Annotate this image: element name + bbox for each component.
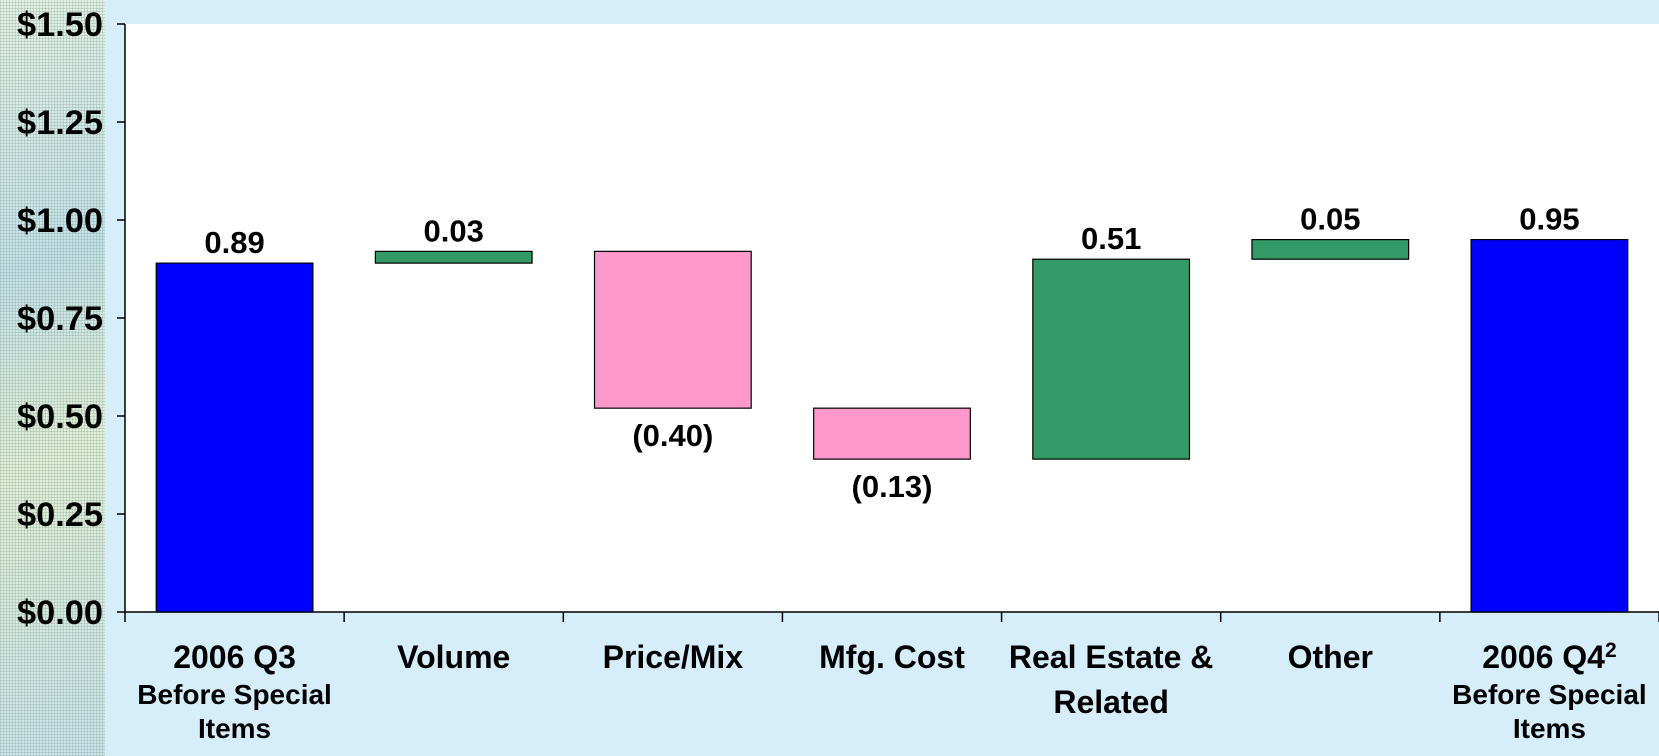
footnote-superscript: 2 — [1605, 639, 1617, 662]
category-label-2006-q3: 2006 Q3 — [173, 639, 296, 675]
data-label-real-estate-related: 0.51 — [1081, 221, 1141, 256]
y-tick-label: $1.50 — [17, 6, 103, 44]
category-label-2006-q4: 2006 Q42 — [1482, 639, 1616, 676]
category-label-other: Other — [1288, 639, 1373, 675]
data-label-price-mix: (0.40) — [632, 418, 713, 453]
category-label-mfg-cost: Mfg. Cost — [819, 639, 965, 675]
category-label-volume: Volume — [397, 639, 510, 675]
category-sublabel-2006-q4: Items — [1513, 713, 1586, 744]
y-axis: $0.00 $0.25 $0.50 $0.75 $1.00 $1.25 $1.50 — [17, 6, 126, 632]
bar-price-mix — [593, 250, 752, 409]
category-sublabel-2006-q4: Before Special — [1452, 679, 1647, 710]
bar-other — [1251, 239, 1410, 260]
category-label-price-mix: Price/Mix — [603, 639, 744, 675]
bars — [155, 239, 1629, 613]
y-tick-label: $1.25 — [17, 104, 103, 142]
y-tick-label: $0.50 — [17, 398, 103, 436]
decorative-texture-strip — [0, 0, 105, 756]
category-label-real-estate-related: Related — [1053, 684, 1169, 720]
data-labels: 0.89 0.03 (0.40) (0.13) 0.51 0.05 0.95 — [204, 202, 1579, 505]
bar-mfg-cost — [813, 407, 971, 460]
bar-2006-q3 — [155, 262, 314, 613]
y-tick-label: $0.75 — [17, 300, 103, 338]
data-label-2006-q4: 0.95 — [1519, 202, 1579, 237]
plot-area — [125, 24, 1659, 612]
data-label-other: 0.05 — [1300, 202, 1360, 237]
y-tick-label: $1.00 — [17, 202, 103, 240]
category-sublabel-2006-q3: Before Special — [137, 679, 332, 710]
data-label-volume: 0.03 — [424, 213, 484, 248]
bar-2006-q4 — [1470, 239, 1629, 613]
bar-volume — [374, 250, 533, 264]
data-label-mfg-cost: (0.13) — [852, 469, 933, 504]
bar-real-estate-related — [1032, 258, 1191, 460]
category-sublabel-2006-q3: Items — [198, 713, 271, 744]
y-tick-label: $0.00 — [17, 594, 103, 632]
data-label-2006-q3: 0.89 — [204, 225, 264, 260]
x-axis — [124, 611, 1659, 622]
category-label-real-estate-related: Real Estate & — [1009, 639, 1214, 675]
y-tick-label: $0.25 — [17, 496, 103, 534]
